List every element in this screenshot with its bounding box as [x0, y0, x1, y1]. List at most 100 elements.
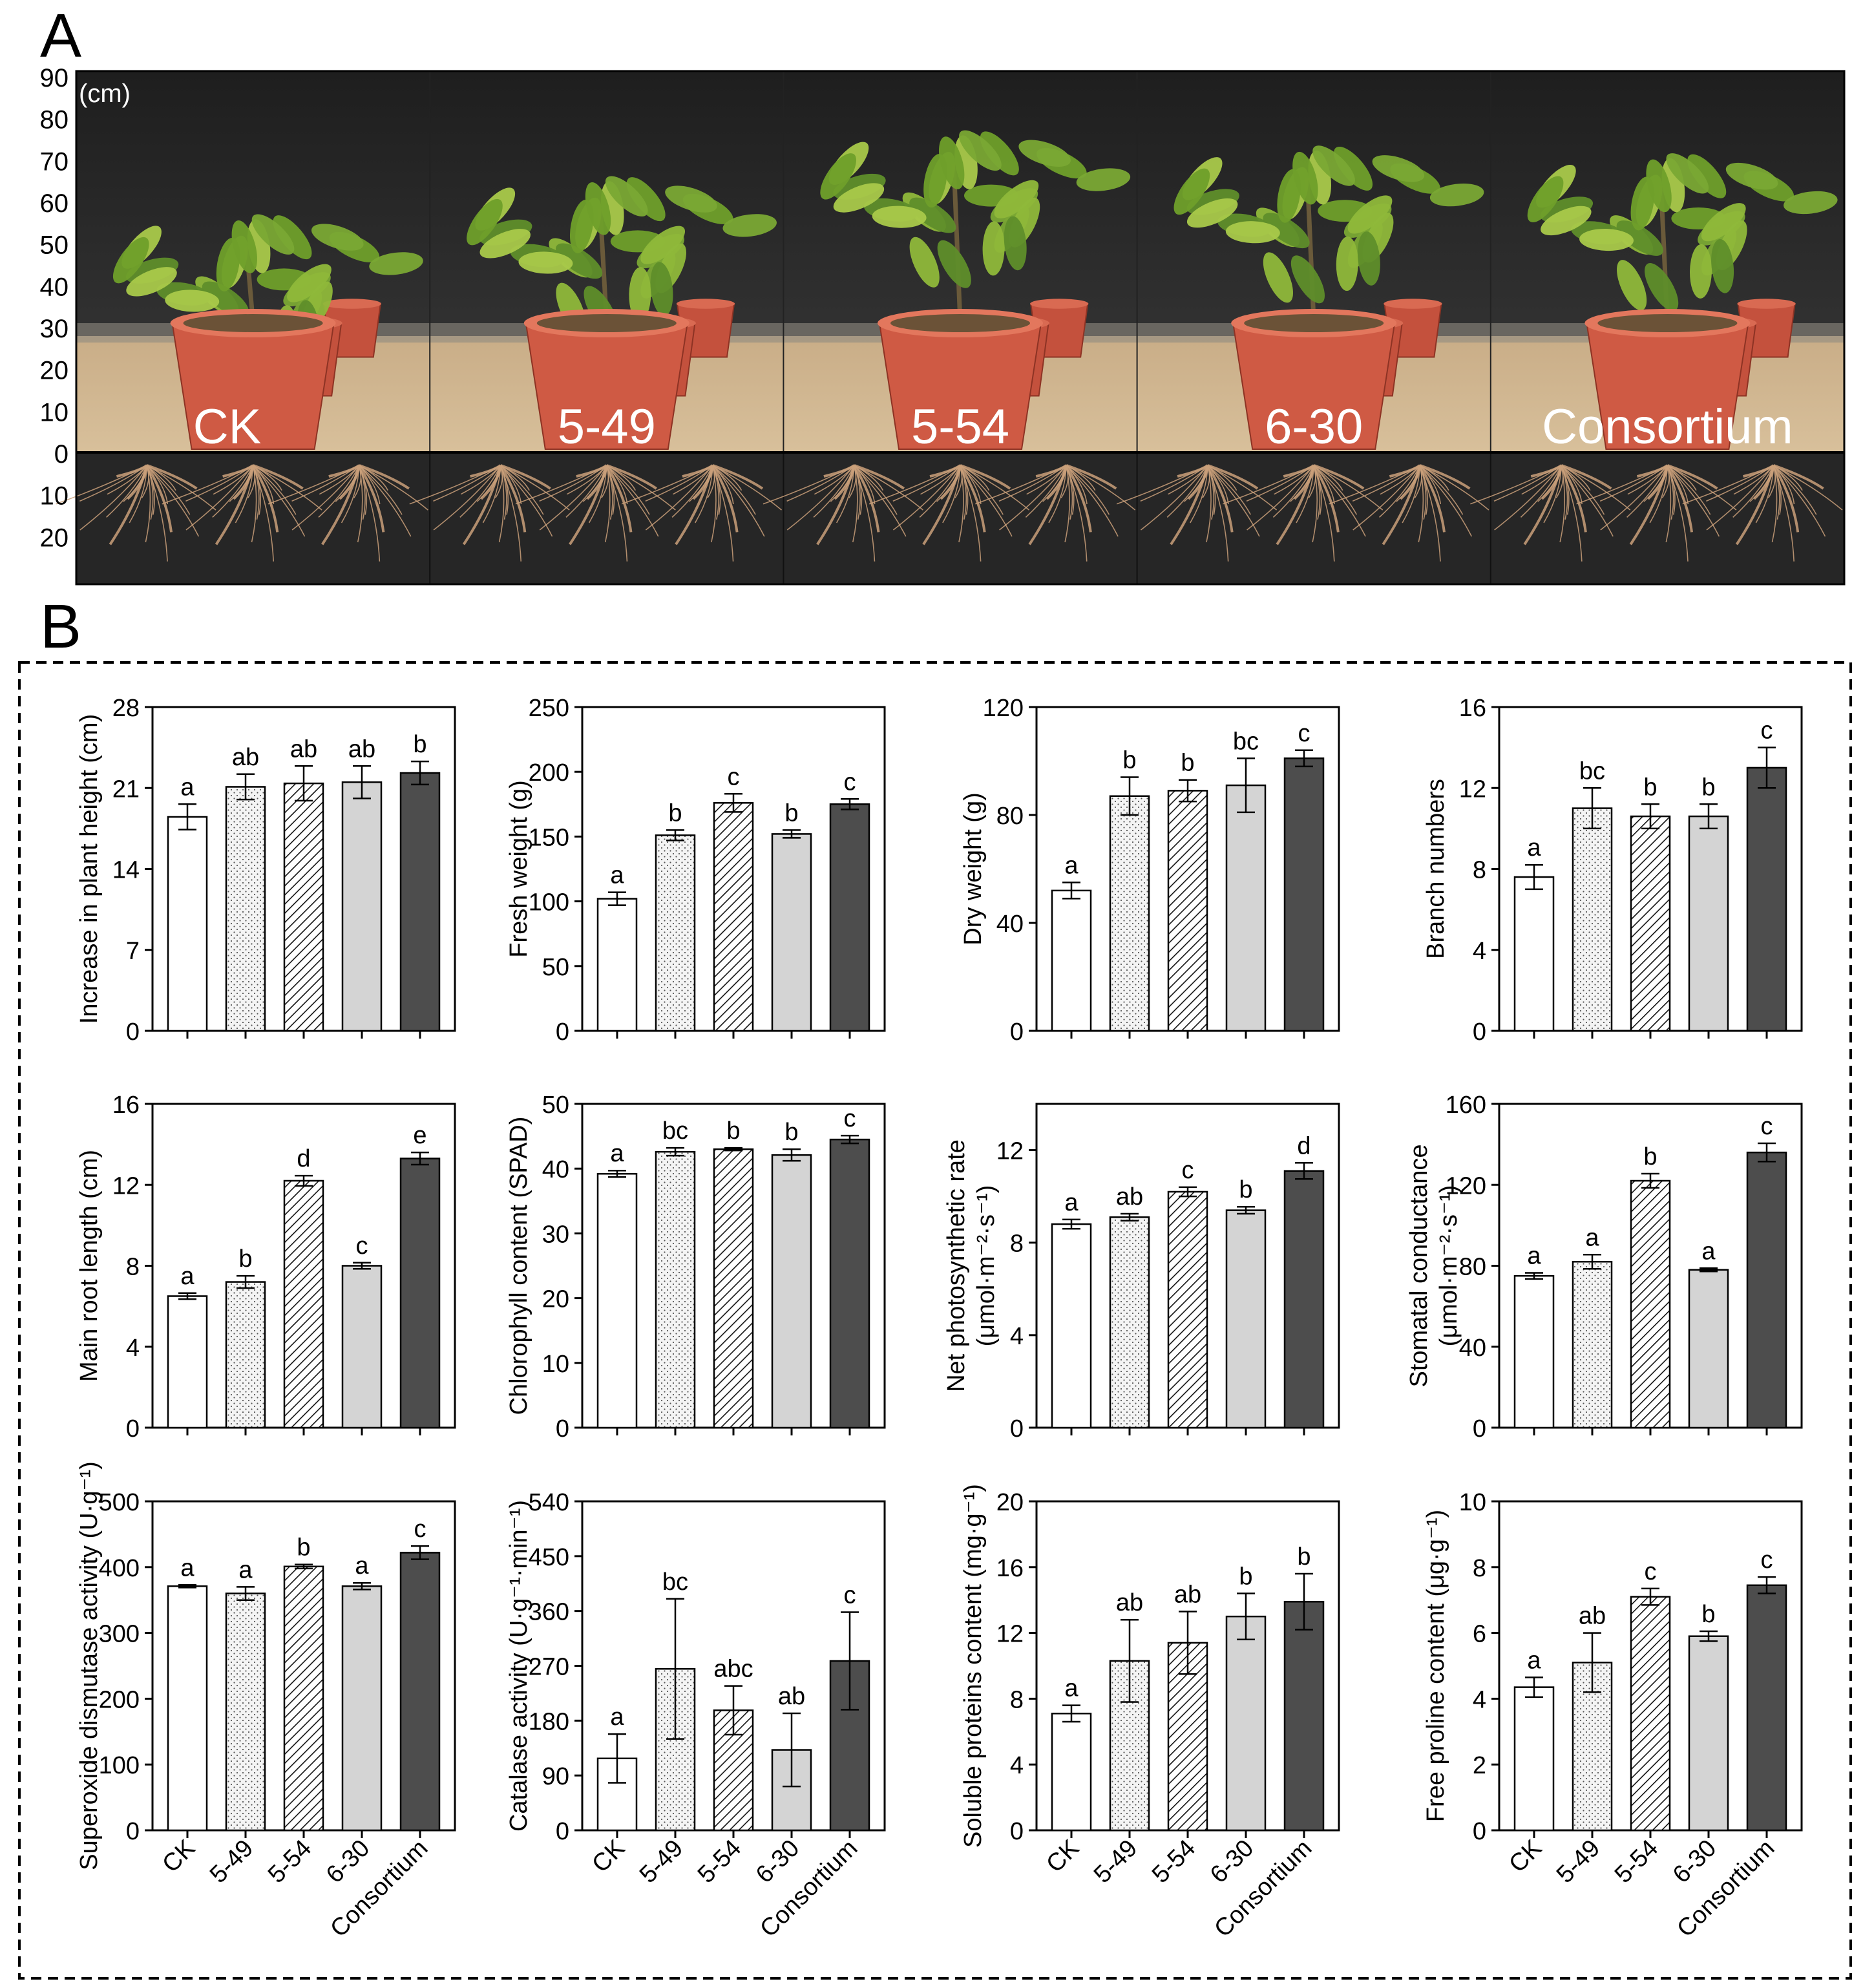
treatment-label: 5-49: [558, 399, 656, 454]
significance-letter: ab: [778, 1683, 805, 1710]
x-tick-label: CK: [157, 1835, 200, 1878]
significance-letter: bc: [1233, 728, 1259, 755]
y-tick-label: 6: [1473, 1621, 1486, 1648]
x-tick-label: 5-49: [635, 1835, 688, 1888]
significance-letter: ab: [1116, 1589, 1143, 1616]
bar: [167, 1295, 208, 1429]
y-tick-label: 12: [1459, 776, 1486, 803]
y-tick-label: 12: [996, 1621, 1024, 1648]
x-tick-label: 6-30: [1205, 1835, 1259, 1888]
bar: [225, 1281, 266, 1429]
scale-tick-label: 10: [40, 398, 69, 427]
y-tick-label: 4: [126, 1335, 140, 1362]
y-tick-label: 250: [529, 695, 569, 722]
root-photo-segment: [763, 452, 1136, 584]
significance-letter: b: [1643, 774, 1657, 801]
bar: [713, 1148, 754, 1429]
y-tick-label: 4: [1010, 1323, 1024, 1350]
treatment-label: 5-54: [911, 399, 1009, 454]
significance-letter: c: [414, 1516, 426, 1543]
bar: [1572, 807, 1613, 1032]
panel-b-label: B: [40, 592, 81, 661]
bar-chart: 0 2 4 6 8 10 Free proline content (μg·g⁻¹) a CK a…: [1422, 1489, 1803, 1943]
bar: [283, 782, 324, 1032]
y-tick-label: 14: [112, 857, 140, 884]
significance-letter: b: [784, 799, 798, 827]
y-tick-label: 16: [996, 1555, 1024, 1582]
y-tick-label: 12: [112, 1172, 140, 1200]
bar: [1746, 1584, 1787, 1832]
significance-letter: e: [413, 1122, 426, 1149]
plant-photo-segment: [1489, 71, 1838, 452]
significance-letter: c: [728, 763, 740, 790]
plant-photo-segment: [1136, 71, 1484, 452]
bar-chart: 0 50 100 150 200 250 Fresh weight (g) a b c b c: [505, 695, 886, 1046]
bar: [655, 834, 696, 1032]
significance-letter: b: [668, 799, 682, 827]
bar-chart: 0 40 80 120 Dry weight (g) a b b bc c: [960, 695, 1340, 1046]
y-tick-label: 4: [1473, 1686, 1486, 1713]
scale-tick-label: 60: [40, 189, 69, 218]
bar: [341, 1585, 383, 1832]
y-tick-label: 80: [1459, 1254, 1486, 1281]
bar: [596, 1172, 638, 1429]
y-tick-label: 40: [542, 1156, 569, 1183]
bar: [1225, 784, 1267, 1032]
significance-letter: b: [784, 1119, 798, 1146]
y-tick-label: 0: [1010, 1019, 1024, 1046]
significance-letter: ab: [348, 735, 375, 763]
y-tick-label: 8: [1010, 1686, 1024, 1713]
bar: [283, 1565, 324, 1832]
y-tick-label: 8: [1473, 1555, 1486, 1582]
significance-letter: b: [1701, 1601, 1715, 1628]
significance-letter: bc: [1579, 757, 1605, 785]
y-axis-label: Free proline content (μg·g⁻¹): [1422, 1510, 1449, 1822]
treatment-labels: CK 5-49 5-54 6-30 Consortium: [193, 399, 1793, 454]
bar: [167, 1585, 208, 1832]
treatment-label: 6-30: [1265, 399, 1363, 454]
x-tick-label: 5-49: [1089, 1835, 1142, 1888]
y-tick-label: 300: [99, 1621, 140, 1648]
x-tick-label: 5-54: [1147, 1835, 1201, 1888]
y-tick-label: 450: [529, 1544, 569, 1571]
bar: [1746, 767, 1787, 1032]
significance-letter: a: [610, 1140, 624, 1167]
y-axis-label: Soluble proteins content (mg·g⁻¹): [960, 1484, 987, 1848]
significance-letter: b: [1701, 774, 1715, 801]
y-tick-label: 0: [126, 1019, 140, 1046]
y-tick-label: 0: [126, 1818, 140, 1845]
significance-letter: b: [1122, 747, 1136, 774]
significance-letter: b: [1297, 1543, 1310, 1570]
significance-letter: c: [844, 1582, 856, 1609]
bar: [225, 1592, 266, 1832]
x-tick-label: 6-30: [321, 1835, 375, 1888]
y-axis-label: Fresh weight (g): [505, 780, 532, 958]
x-tick-label: 5-49: [1552, 1835, 1605, 1888]
significance-letter: a: [238, 1556, 253, 1583]
bar: [1283, 757, 1325, 1032]
bar: [1630, 1179, 1671, 1429]
significance-letter: a: [1064, 1675, 1079, 1702]
significance-letter: a: [355, 1552, 369, 1580]
y-tick-label: 0: [1473, 1415, 1486, 1443]
bar: [771, 1154, 812, 1429]
y-axis-label: Increase in plant height (cm): [76, 714, 103, 1024]
y-tick-label: 10: [1459, 1489, 1486, 1516]
y-tick-label: 12: [996, 1138, 1024, 1165]
scale-tick-label: 0: [54, 440, 68, 469]
y-tick-label: 0: [126, 1415, 140, 1443]
y-tick-label: 8: [1473, 857, 1486, 884]
bar: [1513, 1274, 1555, 1429]
x-tick-label: CK: [1041, 1835, 1084, 1878]
scale-tick-label: 50: [40, 231, 69, 260]
bar: [596, 898, 638, 1032]
significance-letter: b: [413, 731, 426, 758]
y-tick-label: 160: [1446, 1092, 1486, 1119]
x-tick-label: 5-54: [1610, 1835, 1663, 1888]
bar: [399, 1552, 441, 1832]
